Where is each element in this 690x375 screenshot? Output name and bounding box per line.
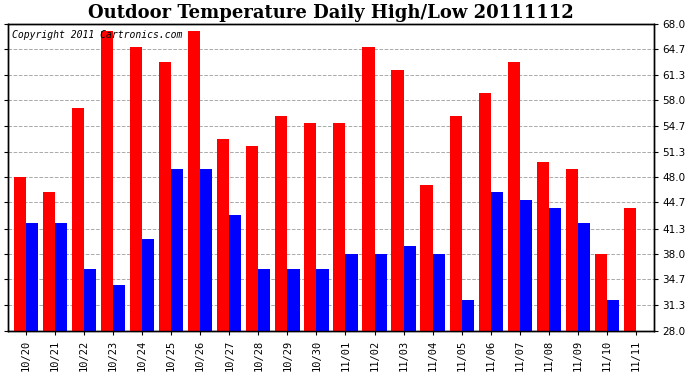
Bar bbox=[391, 70, 404, 330]
Bar bbox=[433, 254, 445, 330]
Bar bbox=[449, 116, 462, 330]
Bar bbox=[142, 238, 155, 330]
Text: Copyright 2011 Cartronics.com: Copyright 2011 Cartronics.com bbox=[12, 30, 182, 40]
Bar bbox=[14, 177, 26, 330]
Bar bbox=[462, 300, 474, 330]
Bar bbox=[84, 269, 96, 330]
Bar bbox=[26, 223, 38, 330]
Bar bbox=[101, 32, 113, 330]
Bar bbox=[229, 216, 242, 330]
Bar bbox=[566, 170, 578, 330]
Bar bbox=[333, 123, 346, 330]
Bar bbox=[362, 47, 375, 330]
Bar bbox=[159, 62, 171, 330]
Bar bbox=[246, 147, 258, 330]
Bar bbox=[479, 93, 491, 330]
Bar bbox=[304, 123, 317, 330]
Bar bbox=[607, 300, 619, 330]
Bar bbox=[346, 254, 357, 330]
Bar bbox=[578, 223, 590, 330]
Bar bbox=[404, 246, 416, 330]
Bar bbox=[549, 208, 561, 330]
Bar bbox=[130, 47, 142, 330]
Bar bbox=[258, 269, 270, 330]
Title: Outdoor Temperature Daily High/Low 20111112: Outdoor Temperature Daily High/Low 20111… bbox=[88, 4, 574, 22]
Bar bbox=[72, 108, 84, 330]
Bar bbox=[43, 192, 55, 330]
Bar bbox=[375, 254, 387, 330]
Bar bbox=[287, 269, 299, 330]
Bar bbox=[624, 208, 636, 330]
Bar bbox=[508, 62, 520, 330]
Bar bbox=[537, 162, 549, 330]
Bar bbox=[595, 254, 607, 330]
Bar bbox=[317, 269, 328, 330]
Bar bbox=[217, 139, 229, 330]
Bar bbox=[55, 223, 67, 330]
Bar bbox=[420, 185, 433, 330]
Bar bbox=[171, 170, 184, 330]
Bar bbox=[200, 170, 213, 330]
Bar bbox=[275, 116, 287, 330]
Bar bbox=[188, 32, 200, 330]
Bar bbox=[491, 192, 503, 330]
Bar bbox=[520, 200, 532, 330]
Bar bbox=[113, 285, 125, 330]
